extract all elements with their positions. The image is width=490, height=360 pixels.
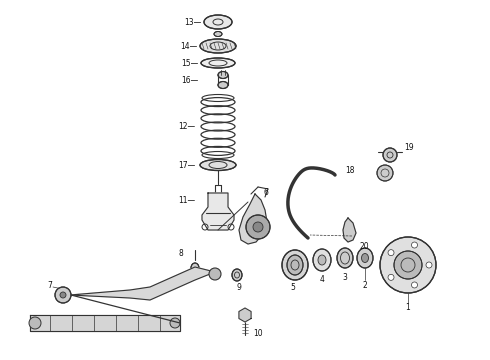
Circle shape: [426, 262, 432, 268]
Ellipse shape: [214, 32, 222, 36]
Text: 15—: 15—: [181, 59, 198, 68]
Circle shape: [246, 215, 270, 239]
Polygon shape: [343, 218, 356, 242]
Ellipse shape: [200, 159, 236, 171]
Circle shape: [388, 249, 394, 256]
Text: 3: 3: [343, 273, 347, 282]
Circle shape: [253, 222, 263, 232]
Polygon shape: [202, 193, 234, 230]
Circle shape: [228, 224, 234, 230]
Circle shape: [170, 318, 180, 328]
Polygon shape: [239, 194, 267, 244]
Polygon shape: [30, 315, 180, 331]
Text: 16—: 16—: [181, 76, 198, 85]
Ellipse shape: [191, 263, 199, 273]
Text: 18: 18: [345, 166, 354, 175]
Ellipse shape: [282, 250, 308, 280]
Text: 20: 20: [360, 242, 369, 251]
Circle shape: [380, 237, 436, 293]
Text: 1: 1: [406, 303, 410, 312]
Polygon shape: [70, 267, 215, 300]
Text: 9: 9: [237, 283, 242, 292]
Ellipse shape: [287, 255, 303, 275]
Text: 7: 7: [48, 280, 52, 289]
Text: 19: 19: [404, 143, 414, 152]
Ellipse shape: [362, 253, 368, 262]
Ellipse shape: [232, 269, 242, 281]
Text: 17—: 17—: [178, 161, 195, 170]
Polygon shape: [239, 308, 251, 322]
Circle shape: [383, 148, 397, 162]
Text: 2: 2: [363, 280, 368, 289]
Text: 11—: 11—: [178, 195, 195, 204]
Text: 5: 5: [291, 283, 295, 292]
Ellipse shape: [204, 15, 232, 29]
Circle shape: [394, 251, 422, 279]
Circle shape: [377, 165, 393, 181]
Circle shape: [29, 317, 41, 329]
Ellipse shape: [337, 248, 353, 268]
Circle shape: [60, 292, 66, 298]
Ellipse shape: [313, 249, 331, 271]
Ellipse shape: [218, 81, 228, 89]
Text: 4: 4: [319, 275, 324, 284]
Text: 14—: 14—: [180, 41, 197, 50]
Circle shape: [412, 242, 417, 248]
Circle shape: [55, 287, 71, 303]
Circle shape: [412, 282, 417, 288]
Ellipse shape: [218, 72, 228, 78]
Text: 6: 6: [263, 188, 268, 197]
Text: 12—: 12—: [178, 122, 195, 131]
Circle shape: [388, 274, 394, 280]
Text: 10: 10: [253, 328, 263, 338]
Ellipse shape: [201, 58, 235, 68]
Text: 13—: 13—: [184, 18, 201, 27]
Circle shape: [202, 224, 208, 230]
Ellipse shape: [357, 248, 373, 268]
Text: 8: 8: [178, 249, 183, 258]
Ellipse shape: [200, 39, 236, 53]
Ellipse shape: [318, 255, 326, 265]
Circle shape: [209, 268, 221, 280]
